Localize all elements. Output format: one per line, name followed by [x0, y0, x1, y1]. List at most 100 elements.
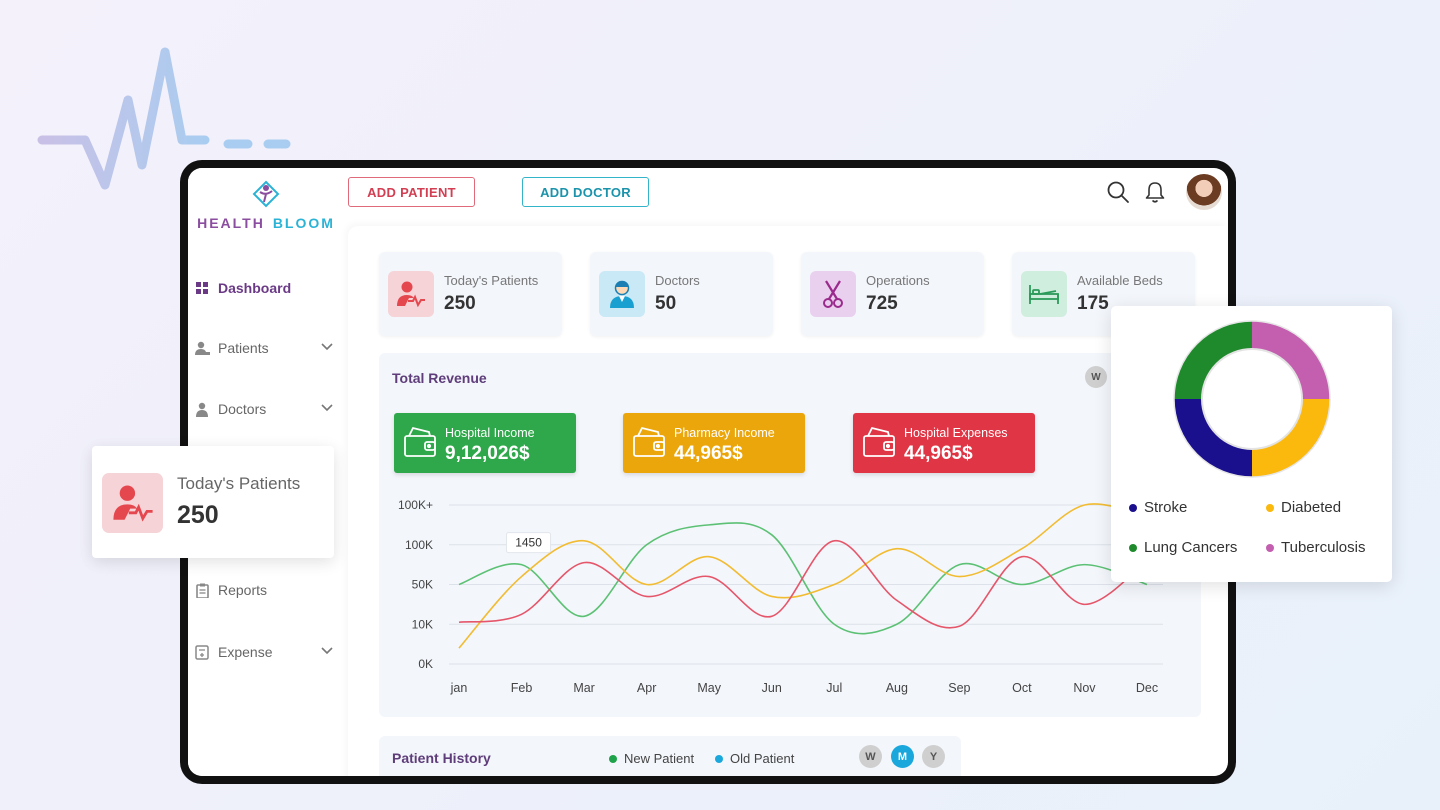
heartbeat-decoration — [37, 47, 291, 190]
legend-label: New Patient — [624, 751, 695, 766]
user-avatar[interactable] — [1184, 172, 1224, 212]
legend-stroke: Stroke — [1129, 499, 1187, 516]
y-tick-label: 100K+ — [398, 498, 433, 512]
add-doctor-button[interactable]: ADD DOCTOR — [522, 177, 649, 207]
income-label: Pharmacy Income — [674, 426, 775, 440]
hospital-expenses-card[interactable]: Hospital Expenses 44,965$ — [853, 413, 1035, 473]
x-tick-label: Nov — [1073, 681, 1096, 695]
floating-value: 250 — [177, 501, 219, 529]
series-line-0 — [458, 522, 1148, 635]
wallet-icon — [863, 426, 895, 457]
legend-new-patient: New Patient — [609, 751, 694, 766]
legend-dot — [715, 754, 723, 763]
floating-icon-bg — [102, 473, 163, 533]
add-patient-button[interactable]: ADD PATIENT — [348, 177, 475, 207]
legend-label: Stroke — [1144, 499, 1188, 516]
y-tick-label: 10K — [412, 617, 433, 631]
x-tick-label: Feb — [511, 681, 533, 695]
legend-label: Diabeted — [1281, 499, 1342, 516]
revenue-line-chart: 0K 10K 50K 100K 100K+ jan Feb Mar Apr May Jun Jul Au… — [398, 498, 1163, 695]
legend-diabeted: Diabeted — [1266, 499, 1341, 516]
stat-icon-bg — [810, 271, 856, 317]
y-tick-label: 50K — [412, 578, 433, 592]
history-period-year-button[interactable]: Y — [922, 745, 945, 768]
history-period-month-button[interactable]: M — [891, 745, 914, 768]
stat-card-doctors[interactable]: Doctors 50 — [590, 252, 773, 336]
legend-old-patient: Old Patient — [715, 751, 794, 766]
stat-icon-bg — [1021, 271, 1067, 317]
patient-icon — [194, 340, 210, 356]
x-tick-label: May — [697, 681, 721, 695]
stat-value: 50 — [655, 293, 677, 314]
brand-logo[interactable]: HEALTH BLOOM — [196, 180, 336, 231]
legend-label: Lung Cancers — [1144, 539, 1238, 556]
sidebar-item-label: Doctors — [218, 401, 267, 417]
donut-slice-stroke[interactable] — [1174, 399, 1252, 477]
donut-slice-tuberculosis[interactable] — [1252, 321, 1330, 399]
income-label: Hospital Expenses — [904, 426, 1008, 440]
stat-label: Operations — [866, 273, 930, 288]
chevron-down-icon[interactable] — [320, 401, 334, 415]
floating-label: Today's Patients — [177, 474, 301, 493]
stat-value: 725 — [866, 293, 898, 314]
legend-dot — [1266, 543, 1274, 552]
sidebar-item-expense[interactable]: Expense — [194, 640, 334, 664]
donut-slice-lung-cancers[interactable] — [1174, 321, 1252, 399]
sidebar-item-patients[interactable]: Patients — [194, 336, 334, 360]
tablet-frame: HEALTH BLOOM Dashboard Patients — [180, 160, 1236, 784]
x-tick-label: Jun — [762, 681, 782, 695]
chevron-down-icon[interactable] — [320, 340, 334, 354]
revenue-panel: Total Revenue W Hospital Income 9,12,026… — [379, 353, 1201, 717]
stat-card-todays-patients[interactable]: Today's Patients 250 — [379, 252, 562, 336]
stat-card-operations[interactable]: Operations 725 — [801, 252, 984, 336]
sidebar-item-dashboard[interactable]: Dashboard — [194, 276, 334, 300]
history-period-week-button[interactable]: W — [859, 745, 882, 768]
x-tick-label: Aug — [886, 681, 908, 695]
legend-dot — [609, 754, 617, 763]
y-tick-label: 0K — [418, 657, 433, 671]
income-value: 44,965$ — [904, 443, 973, 464]
wallet-icon — [404, 426, 436, 457]
stat-label: Available Beds — [1077, 273, 1163, 288]
donut-slice-diabeted[interactable] — [1252, 399, 1330, 477]
revenue-title: Total Revenue — [392, 370, 487, 386]
series-line-1 — [458, 503, 1148, 649]
floating-todays-patients-card[interactable]: Today's Patients 250 — [92, 446, 334, 558]
sidebar-item-doctors[interactable]: Doctors — [194, 397, 334, 421]
wallet-icon — [633, 426, 665, 457]
legend-lung-cancers: Lung Cancers — [1129, 539, 1237, 556]
doctor-icon — [194, 401, 210, 417]
revenue-period-week-button[interactable]: W — [1085, 366, 1107, 388]
stat-label: Doctors — [655, 273, 700, 288]
bed-icon — [1029, 285, 1059, 304]
logo-icon — [252, 180, 280, 208]
stat-icon-bg — [599, 271, 645, 317]
stat-card-available-beds[interactable]: Available Beds 175 — [1012, 252, 1195, 336]
donut-hole — [1201, 348, 1303, 450]
pharmacy-income-card[interactable]: Pharmacy Income 44,965$ — [623, 413, 805, 473]
x-tick-label: Jul — [826, 681, 842, 695]
legend-label: Tuberculosis — [1281, 539, 1366, 556]
search-icon[interactable] — [1106, 180, 1130, 204]
income-value: 9,12,026$ — [445, 443, 530, 464]
stat-value: 250 — [444, 293, 476, 314]
legend-dot — [1129, 543, 1137, 552]
tooltip-box — [506, 532, 552, 554]
sidebar-item-label: Reports — [218, 582, 268, 598]
legend-dot — [1266, 503, 1274, 512]
legend-dot — [1129, 503, 1137, 512]
hospital-income-card[interactable]: Hospital Income 9,12,026$ — [394, 413, 576, 473]
legend-label: Old Patient — [730, 751, 795, 766]
legend-tuberculosis: Tuberculosis — [1266, 539, 1365, 556]
bell-icon[interactable] — [1144, 180, 1166, 204]
x-tick-label: Dec — [1136, 681, 1158, 695]
sidebar-item-label: Expense — [218, 644, 273, 660]
sidebar-item-reports[interactable]: Reports — [194, 578, 334, 602]
patient-heartbeat-icon — [397, 281, 425, 308]
scissors-icon — [823, 280, 843, 308]
y-tick-label: 100K — [405, 538, 433, 552]
patient-history-title: Patient History — [392, 750, 491, 766]
chevron-down-icon[interactable] — [320, 644, 334, 658]
stat-label: Today's Patients — [444, 273, 539, 288]
x-tick-label: jan — [450, 681, 468, 695]
